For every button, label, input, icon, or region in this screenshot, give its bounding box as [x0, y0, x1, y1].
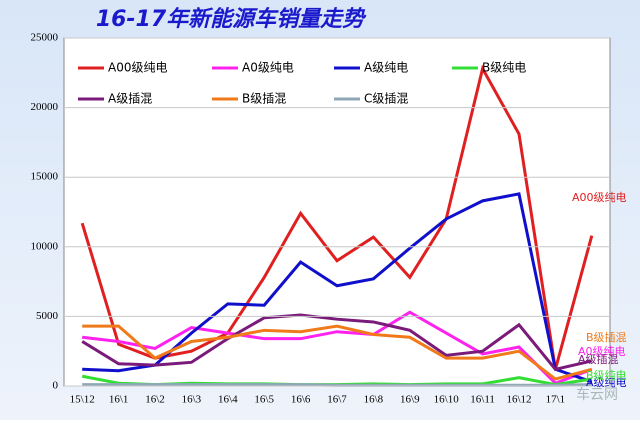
series-line — [82, 310, 593, 385]
series-line — [82, 324, 593, 381]
x-tick-label: 16\5 — [254, 394, 274, 406]
y-tick-label: 5000 — [36, 310, 59, 322]
y-tick-label: 0 — [53, 380, 59, 392]
end-label: A级纯电 — [586, 376, 627, 389]
x-tick-label: 16\9 — [400, 394, 420, 406]
end-label: A0级纯电 — [578, 345, 626, 358]
legend-label: C级插混 — [364, 92, 408, 106]
x-tick-label: 16\10 — [434, 394, 460, 406]
y-tick-label: 25000 — [31, 32, 59, 44]
plot-area — [63, 37, 611, 387]
legend-label: A级插混 — [108, 92, 152, 106]
legend-label: B级插混 — [242, 92, 286, 106]
x-tick-label: 16\7 — [327, 394, 347, 406]
y-tick-label: 10000 — [31, 240, 59, 252]
y-tick-label: 15000 — [31, 171, 59, 183]
series-line — [82, 383, 592, 387]
end-label: B级插混 — [586, 330, 627, 344]
x-tick-label: 16\6 — [291, 394, 311, 406]
legend-label: A00级纯电 — [108, 61, 167, 75]
end-label: B级纯电 — [586, 369, 627, 382]
x-tick-label: 16\2 — [145, 394, 165, 406]
x-tick-label: 16\1 — [109, 394, 129, 406]
y-tick-label: 20000 — [31, 101, 59, 113]
x-tick-label: 15\12 — [70, 394, 95, 406]
x-tick-label: 16\4 — [218, 394, 238, 406]
legend-label: A0级纯电 — [242, 61, 294, 75]
series-line — [81, 313, 593, 371]
watermark: 车云网 — [576, 386, 618, 403]
x-tick-label: 17\1 — [546, 394, 566, 406]
end-label: A级插混 — [578, 352, 619, 366]
x-tick-label: 16\12 — [506, 394, 531, 406]
legend-label: A级纯电 — [364, 61, 408, 75]
x-tick-label: 16\11 — [470, 394, 495, 406]
x-tick-label: 16\3 — [182, 394, 202, 406]
chart-title: 16-17年新能源车销量走势 — [96, 6, 367, 32]
x-tick-label: 16\8 — [364, 394, 384, 406]
series-line — [82, 192, 593, 384]
legend-label: B级纯电 — [482, 61, 526, 75]
end-label: A00级纯电 — [572, 191, 627, 204]
